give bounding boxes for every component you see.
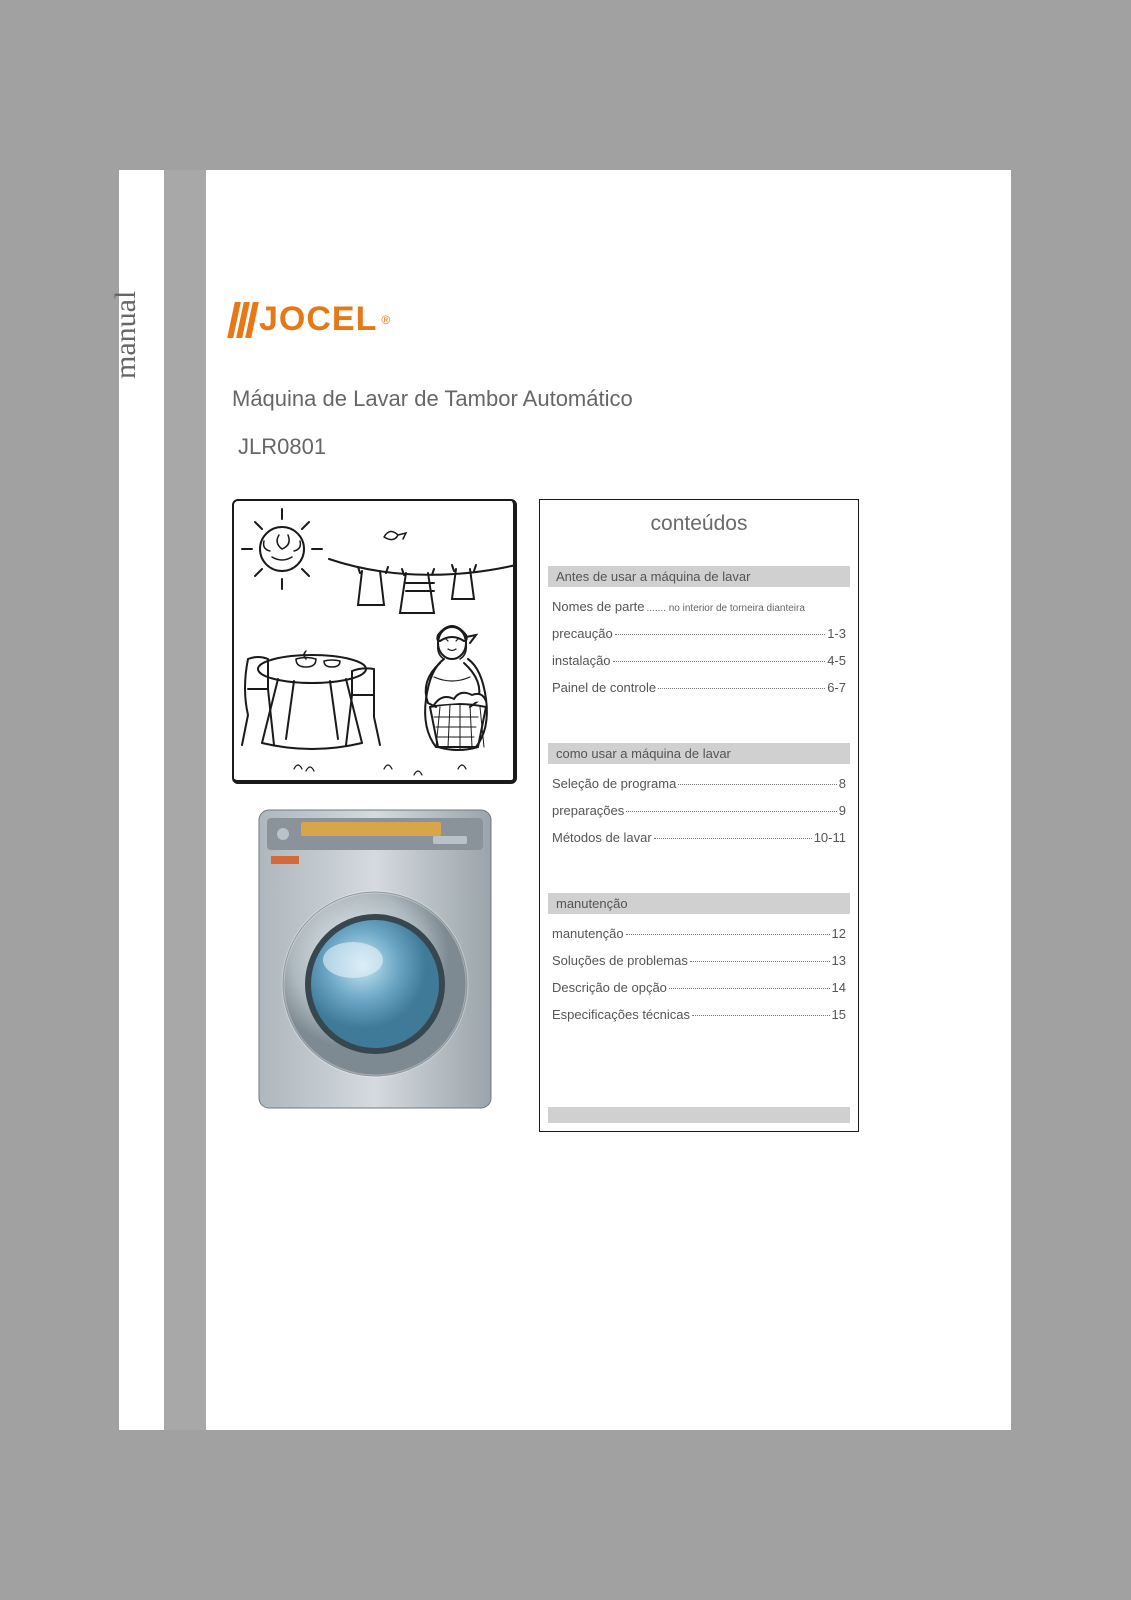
washing-machine-icon [253, 804, 497, 1114]
toc-leader [658, 688, 825, 689]
toc-leader [690, 961, 830, 962]
left-sidebar [164, 170, 206, 1430]
toc-leader [692, 1015, 830, 1016]
toc-label: Painel de controle [552, 680, 656, 695]
toc-item: preparações 9 [540, 803, 858, 818]
toc-label: precaução [552, 626, 613, 641]
toc-section-header: como usar a máquina de lavar [548, 743, 850, 764]
toc-label: Descrição de opção [552, 980, 667, 995]
illustration-laundry-scene [232, 499, 517, 784]
toc-page: 14 [832, 980, 846, 995]
toc-page: 9 [839, 803, 846, 818]
toc-item: instalação 4-5 [540, 653, 858, 668]
brand-logo: JOCEL ® [231, 300, 390, 339]
logo-registered: ® [381, 313, 390, 327]
toc-section-header: manutenção [548, 893, 850, 914]
toc-page: 6-7 [827, 680, 846, 695]
toc-item: Nomes de parte ....... no interior de to… [540, 599, 858, 614]
toc-page: 10-11 [814, 830, 846, 845]
manual-vertical-label: manual [109, 291, 143, 379]
toc-item: Soluções de problemas 13 [540, 953, 858, 968]
contents-footer-bar [548, 1107, 850, 1123]
toc-leader [626, 811, 836, 812]
toc-item: precaução 1-3 [540, 626, 858, 641]
toc-label: instalação [552, 653, 611, 668]
toc-page: 8 [839, 776, 846, 791]
washer-product-image [253, 804, 497, 1114]
toc-section-header: Antes de usar a máquina de lavar [548, 566, 850, 587]
toc-page: 15 [832, 1007, 846, 1022]
toc-page: 13 [832, 953, 846, 968]
contents-title: conteúdos [540, 512, 858, 536]
toc-leader [669, 988, 830, 989]
toc-label: Especificações técnicas [552, 1007, 690, 1022]
toc-item: Painel de controle 6-7 [540, 680, 858, 695]
toc-page: 1-3 [827, 626, 846, 641]
toc-label: Seleção de programa [552, 776, 676, 791]
toc-item: Seleção de programa 8 [540, 776, 858, 791]
toc-leader [678, 784, 836, 785]
toc-leader [654, 838, 812, 839]
toc-leader [613, 661, 826, 662]
product-title: Máquina de Lavar de Tambor Automático [232, 386, 633, 412]
toc-page: 4-5 [827, 653, 846, 668]
toc-item: Especificações técnicas 15 [540, 1007, 858, 1022]
toc-leader [615, 634, 825, 635]
toc-item: manutenção 12 [540, 926, 858, 941]
toc-page: 12 [832, 926, 846, 941]
toc-item: Métodos de lavar 10-11 [540, 830, 858, 845]
toc-label: Métodos de lavar [552, 830, 652, 845]
model-number: JLR0801 [238, 434, 326, 460]
toc-leader [626, 934, 830, 935]
toc-extra: ....... no interior de torneira dianteir… [647, 603, 805, 614]
manual-cover-page: manual JOCEL ® Máquina de Lavar de Tambo… [119, 170, 1011, 1430]
toc-label: preparações [552, 803, 624, 818]
toc-item: Descrição de opção 14 [540, 980, 858, 995]
toc-label: manutenção [552, 926, 624, 941]
laundry-line-drawing-icon [234, 501, 517, 784]
logo-stripes-icon [227, 302, 259, 338]
toc-label: Nomes de parte [552, 599, 645, 614]
table-of-contents: conteúdos Antes de usar a máquina de lav… [539, 499, 859, 1132]
toc-label: Soluções de problemas [552, 953, 688, 968]
logo-text: JOCEL [259, 300, 377, 339]
